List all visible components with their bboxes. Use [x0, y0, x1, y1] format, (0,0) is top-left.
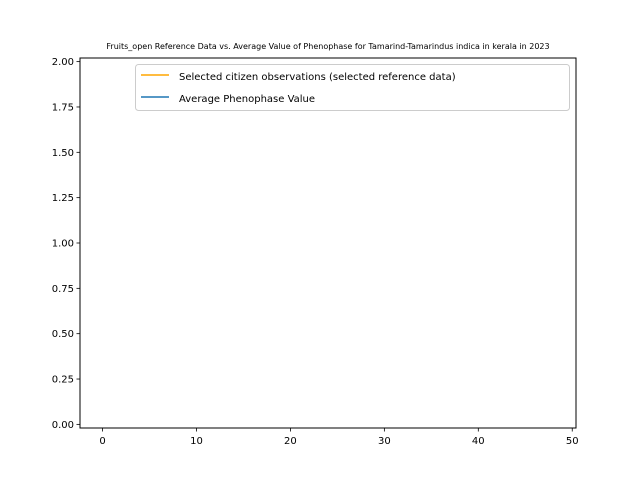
- y-tick-label: 1.50: [52, 148, 74, 159]
- x-tick-label: 50: [566, 436, 579, 447]
- y-tick-label: 0.75: [52, 284, 74, 295]
- y-tick-label: 1.75: [52, 102, 74, 113]
- legend-label-selected-citizen-observations: Selected citizen observations (selected …: [179, 72, 456, 83]
- y-tick-label: 1.00: [52, 239, 74, 250]
- plot-frame: [79, 57, 577, 429]
- legend: Selected citizen observations (selected …: [135, 64, 570, 111]
- y-tick-label: 0.25: [52, 375, 74, 386]
- legend-label-average-phenophase-value: Average Phenophase Value: [179, 94, 315, 105]
- x-axis: 0 10 20 30 40 50: [99, 428, 579, 447]
- plot-background: [80, 58, 576, 428]
- y-tick-label: 1.25: [52, 193, 74, 204]
- x-tick-label: 40: [472, 436, 485, 447]
- x-tick-label: 0: [99, 436, 105, 447]
- x-tick-label: 10: [190, 436, 203, 447]
- chart-title: Fruits_open Reference Data vs. Average V…: [106, 42, 549, 51]
- y-tick-label: 0.50: [52, 329, 74, 340]
- y-axis: 0.00 0.25 0.50 0.75 1.00 1.25 1.50 1.75 2.00: [52, 57, 80, 431]
- y-tick-label: 0.00: [52, 420, 74, 431]
- x-tick-label: 20: [284, 436, 297, 447]
- y-tick-label: 2.00: [52, 57, 74, 68]
- legend-box: [135, 64, 570, 111]
- plot-area: [80, 58, 576, 428]
- x-tick-label: 30: [378, 436, 391, 447]
